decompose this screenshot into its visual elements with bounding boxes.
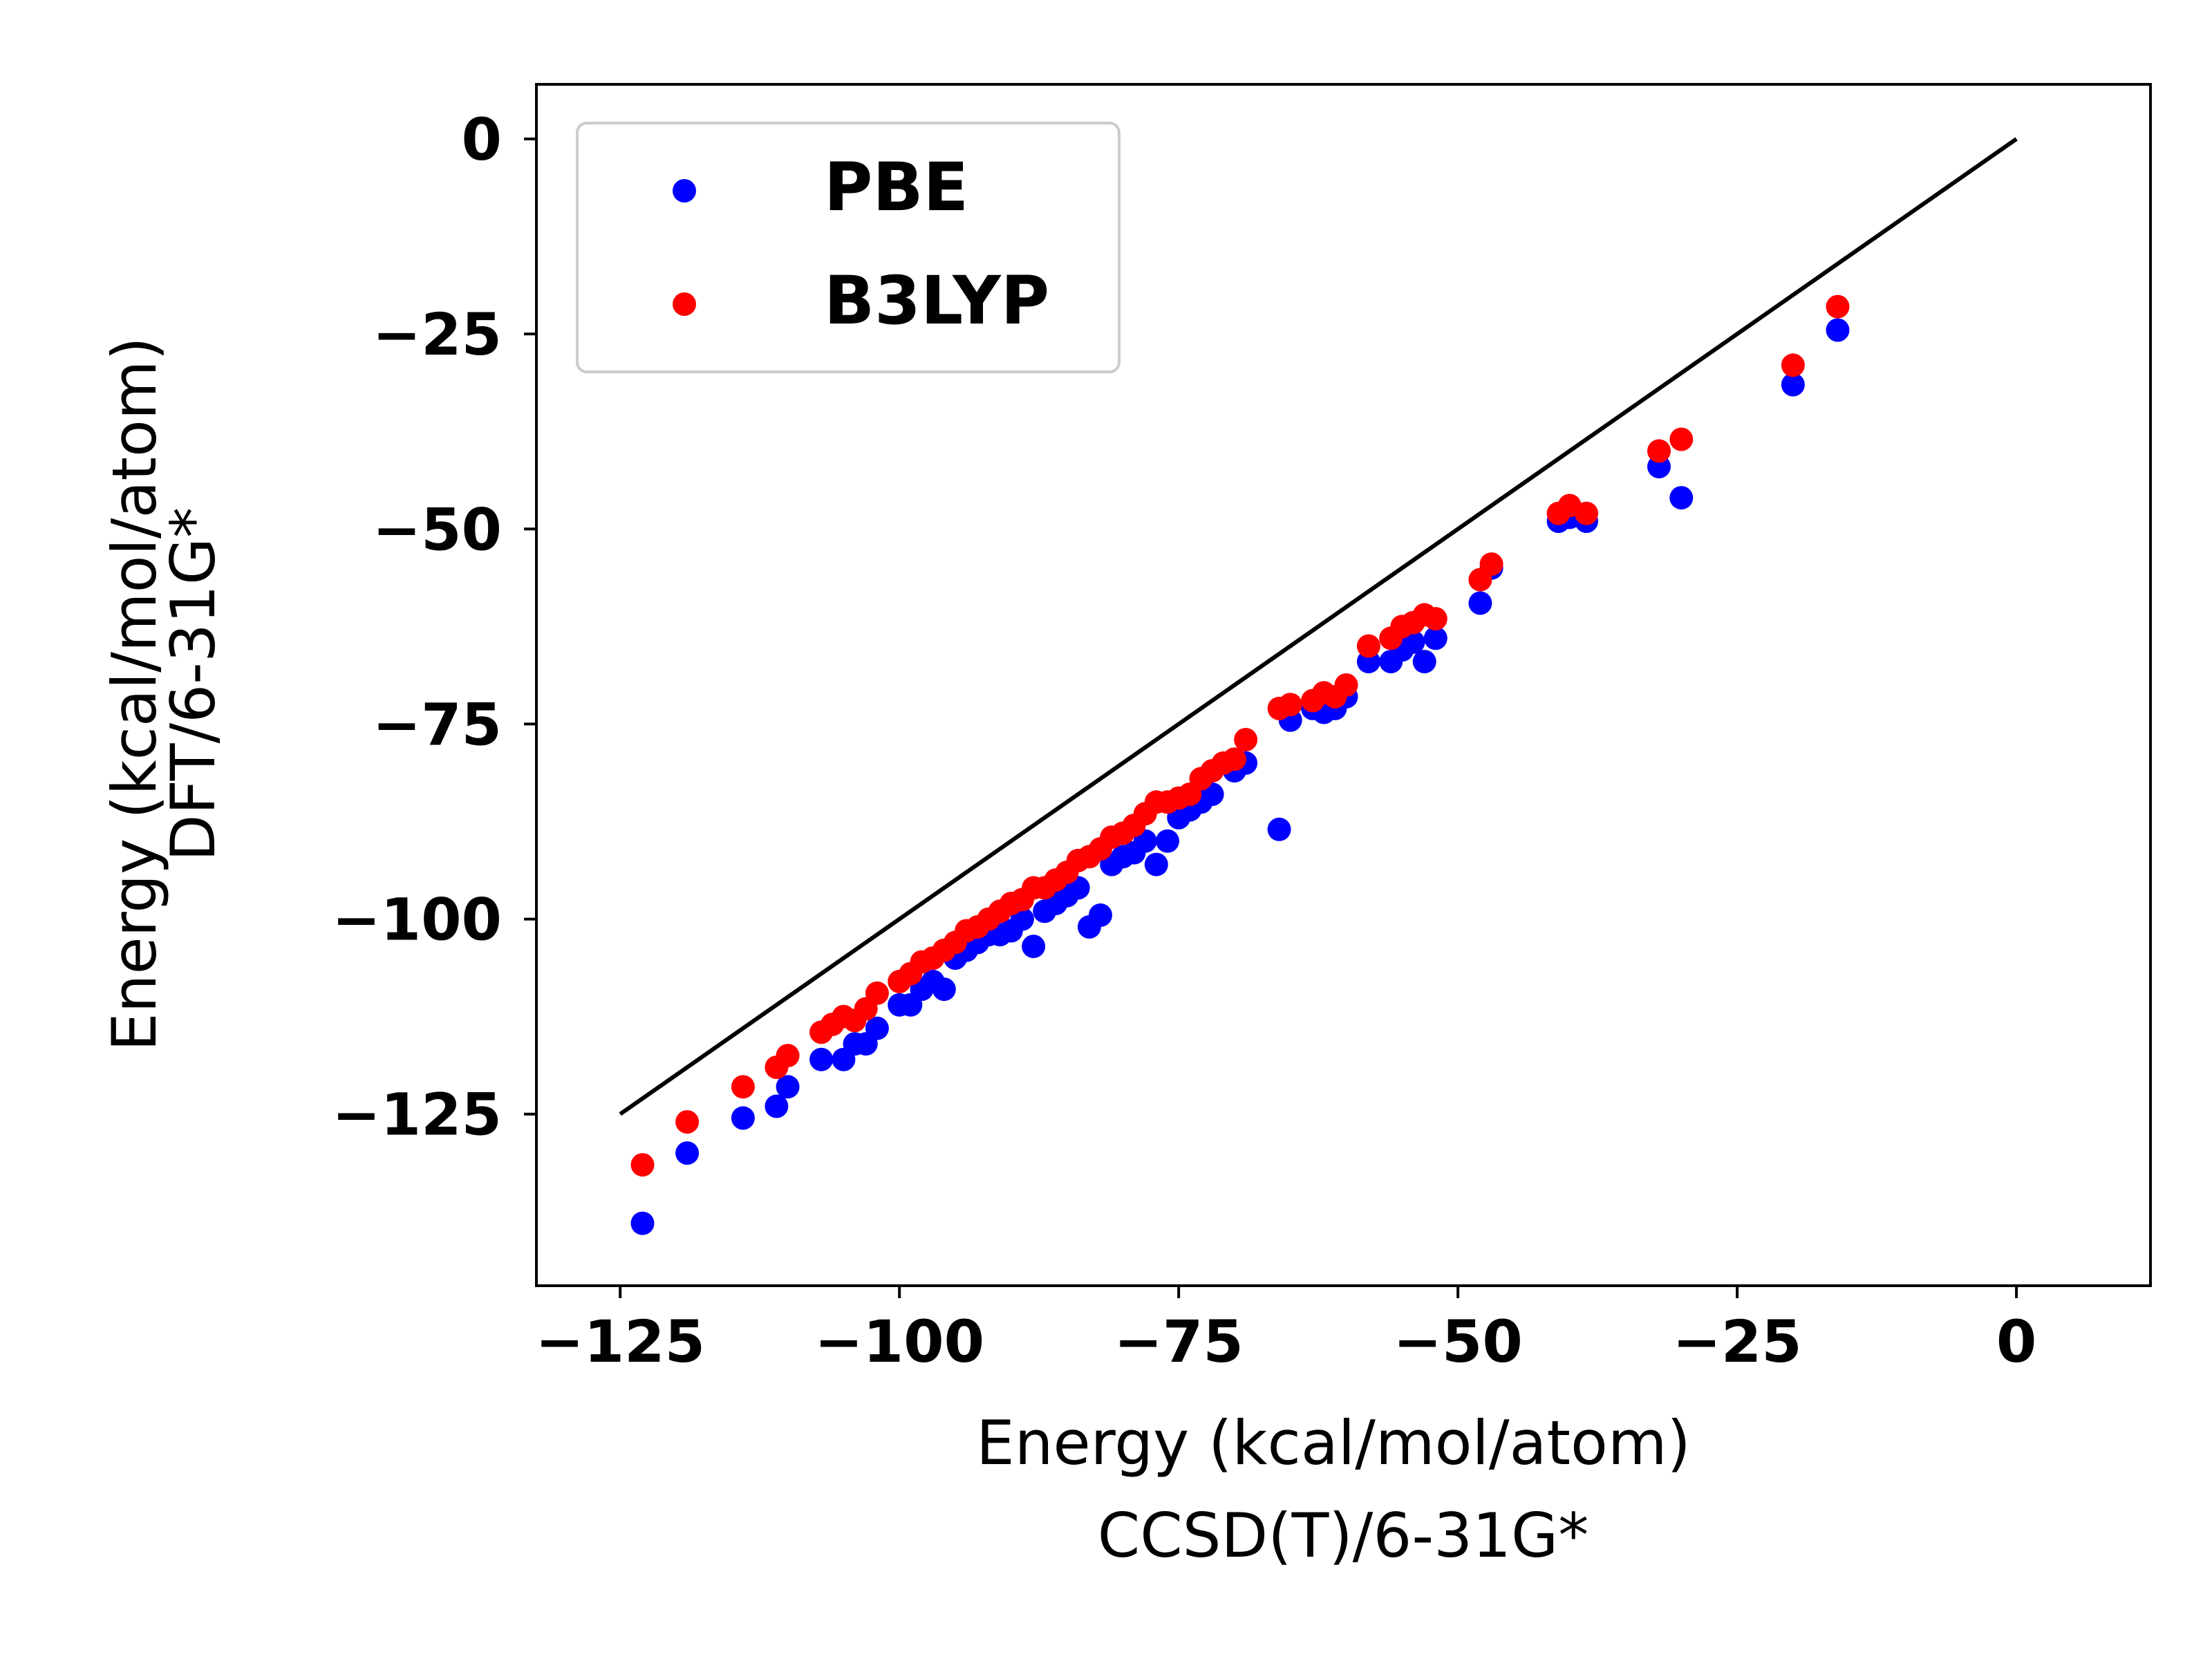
- point-b3lyp: [1222, 747, 1246, 771]
- point-pbe: [1669, 486, 1694, 510]
- point-pbe: [865, 1016, 889, 1040]
- plot-area-frame: [535, 83, 2152, 1287]
- point-b3lyp: [1423, 607, 1447, 631]
- x-tick-label: 0: [1996, 1308, 2036, 1376]
- point-b3lyp: [1781, 353, 1805, 377]
- x-tick-label: −100: [814, 1308, 984, 1376]
- point-b3lyp: [1826, 294, 1850, 319]
- series-layer: [630, 294, 1850, 1235]
- y-tick-label: −100: [332, 886, 502, 954]
- point-pbe: [765, 1094, 789, 1118]
- point-b3lyp: [731, 1075, 755, 1099]
- series-pbe: [630, 318, 1850, 1235]
- point-b3lyp: [630, 1153, 655, 1177]
- point-b3lyp: [675, 1110, 700, 1134]
- point-b3lyp: [1334, 673, 1358, 697]
- point-b3lyp: [1234, 728, 1258, 751]
- point-b3lyp: [1356, 634, 1380, 658]
- reference-line: [619, 137, 2018, 1116]
- point-pbe: [809, 1047, 834, 1071]
- point-b3lyp: [1669, 427, 1694, 451]
- point-pbe: [1412, 650, 1436, 674]
- reference-line-layer: [619, 137, 2018, 1116]
- legend-marker-b3lyp: [673, 292, 696, 316]
- point-pbe: [1468, 591, 1492, 615]
- x-axis-label: Energy (kcal/mol/atom) CCSD(T)/6-31G*: [976, 1407, 1710, 1571]
- legend-label-b3lyp: B3LYP: [824, 262, 1049, 339]
- point-pbe: [675, 1141, 700, 1165]
- point-pbe: [1022, 935, 1046, 959]
- point-pbe: [630, 1211, 655, 1235]
- point-b3lyp: [1647, 439, 1671, 463]
- point-b3lyp: [865, 981, 889, 1005]
- legend-marker-pbe: [673, 179, 696, 203]
- point-pbe: [776, 1075, 800, 1099]
- legend-label-pbe: PBE: [824, 149, 968, 226]
- point-pbe: [1156, 829, 1179, 853]
- legend: PBE B3LYP: [576, 122, 1121, 373]
- y-tick-label: −125: [332, 1081, 502, 1149]
- point-pbe: [932, 977, 956, 1002]
- point-pbe: [1144, 852, 1168, 877]
- point-pbe: [1423, 626, 1447, 650]
- y-tick-label: −50: [373, 496, 502, 563]
- point-pbe: [731, 1106, 755, 1130]
- series-b3lyp: [630, 294, 1850, 1177]
- y-tick-label: −25: [373, 301, 502, 368]
- point-pbe: [1781, 373, 1805, 397]
- point-b3lyp: [776, 1044, 800, 1068]
- x-axis-ticks: −125 −100 −75 −50 −25 0: [535, 1286, 2036, 1376]
- x-tick-label: −125: [535, 1308, 705, 1376]
- x-axis-label-line-1: Energy (kcal/mol/atom): [976, 1407, 1691, 1479]
- y-axis-label-line-2: DFT/6-31G*: [158, 507, 229, 861]
- y-axis-label: Energy (kcal/mol/atom) DFT/6-31G*: [99, 317, 229, 1051]
- y-axis-ticks: 0 −25 −50 −75 −100 −125: [332, 106, 536, 1149]
- y-axis-label-line-1: Energy (kcal/mol/atom): [99, 337, 170, 1051]
- y-tick-label: −75: [373, 691, 502, 758]
- point-pbe: [1089, 903, 1112, 927]
- legend-box: [576, 122, 1121, 373]
- point-b3lyp: [1575, 501, 1598, 525]
- point-pbe: [1267, 817, 1291, 841]
- x-tick-label: −75: [1114, 1308, 1244, 1376]
- x-tick-label: −50: [1393, 1308, 1522, 1376]
- x-axis-label-line-2: CCSD(T)/6-31G*: [1098, 1500, 1589, 1571]
- y-tick-label: 0: [462, 106, 502, 174]
- point-b3lyp: [1479, 552, 1503, 577]
- point-b3lyp: [1278, 693, 1302, 717]
- point-pbe: [1826, 318, 1850, 342]
- x-tick-label: −25: [1672, 1308, 1801, 1376]
